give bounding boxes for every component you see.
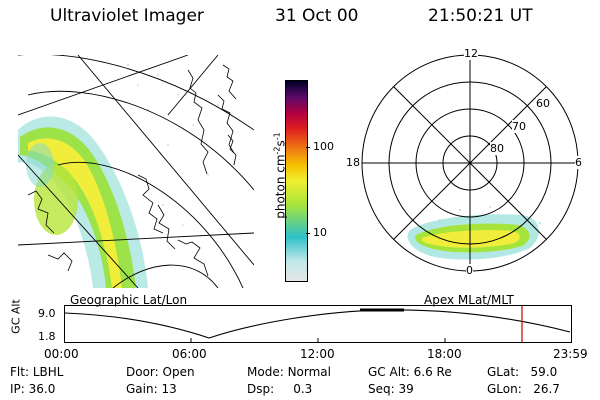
time-tick-1200: 12:00: [300, 347, 335, 361]
geo-panel-caption: Geographic Lat/Lon: [70, 293, 188, 307]
polar-panel-caption: Apex MLat/MLT: [424, 293, 514, 307]
time-tick-0000: 00:00: [44, 347, 79, 361]
colorbar-unit-label: photon cm-2s-1: [272, 132, 288, 219]
info-dsp: Dsp: 0.3: [247, 382, 313, 396]
polar-aurora-plot: [361, 54, 579, 272]
info-glon: GLon: 26.7: [487, 382, 560, 396]
mlat-label-70: 70: [512, 120, 526, 133]
gc-alt-ymax: 9.0: [38, 307, 56, 320]
info-mode: Mode: Normal: [247, 365, 331, 379]
intensity-colorbar: [285, 80, 308, 282]
info-gc-alt: GC Alt: 6.6 Re: [368, 365, 452, 379]
info-seq: Seq: 39: [368, 382, 414, 396]
gc-alt-axis-label: GC Alt: [9, 299, 23, 334]
info-filter: Flt: LBHL: [10, 365, 64, 379]
info-glat: GLat: 59.0: [487, 365, 558, 379]
mlt-label-18: 18: [346, 156, 360, 169]
colorbar-label-100: 100: [313, 140, 334, 153]
instrument-title: Ultraviolet Imager: [50, 6, 204, 26]
geographic-aurora-image: [18, 55, 254, 288]
time-tick-1800: 18:00: [427, 347, 462, 361]
time-tick-0600: 06:00: [172, 347, 207, 361]
mlt-label-0: 0: [466, 264, 473, 277]
date-label: 31 Oct 00: [275, 6, 359, 26]
colorbar-tick-10: [306, 233, 310, 234]
mlat-label-60: 60: [536, 97, 550, 110]
colorbar-tick-100: [306, 147, 310, 148]
info-gain: Gain: 13: [126, 382, 177, 396]
info-door: Door: Open: [126, 365, 195, 379]
colorbar-label-10: 10: [313, 226, 327, 239]
mlt-label-12: 12: [464, 47, 478, 60]
info-ip: IP: 36.0: [10, 382, 56, 396]
gc-alt-timeline-chart: [64, 305, 572, 343]
time-label: 21:50:21 UT: [428, 6, 533, 26]
mlt-label-6: 6: [575, 156, 582, 169]
mlat-label-80: 80: [490, 142, 504, 155]
time-tick-2359: 23:59: [553, 347, 588, 361]
gc-alt-ymin: 1.8: [38, 330, 56, 343]
